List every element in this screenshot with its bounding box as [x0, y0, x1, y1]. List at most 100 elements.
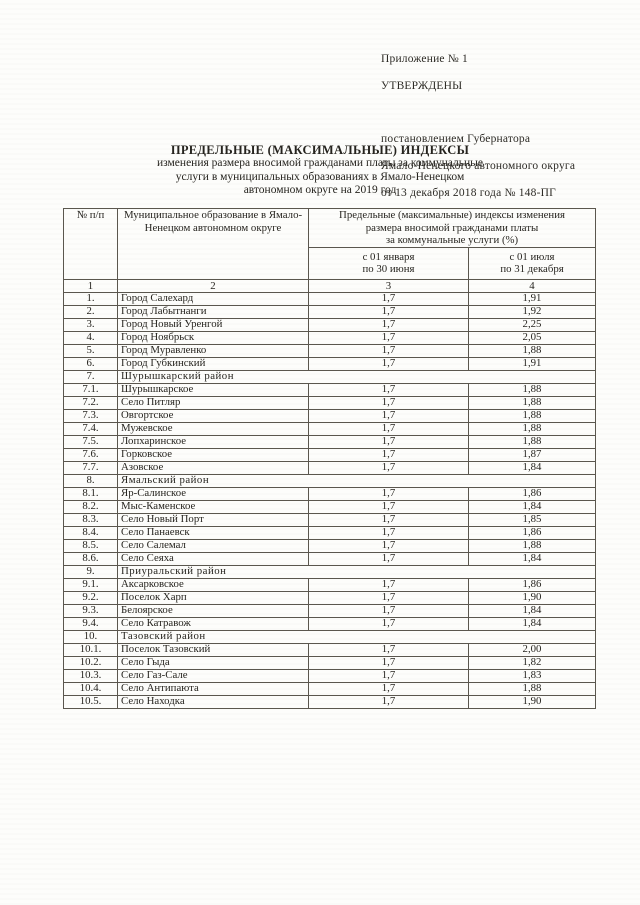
cell-val: 2,05 — [467, 330, 597, 345]
table-row: 4. Город Ноябрьск 1,7 2,05 — [63, 330, 597, 345]
cell-num: 1. — [63, 291, 118, 306]
cell-name: Город Ноябрьск — [117, 330, 309, 345]
cell-name: Город Губкинский — [117, 356, 309, 371]
table-body: 1. Город Салехард 1,7 1,91 2. Город Лабытнанг… — [63, 291, 597, 709]
cell-val: 1,85 — [467, 512, 597, 527]
cell-num: 10.4. — [63, 681, 118, 696]
header-row-main: № п/п Муниципальное образование в Ямало-… — [63, 208, 597, 280]
cell-val: 1,7 — [308, 408, 469, 423]
index-table: № п/п Муниципальное образование в Ямало-… — [63, 208, 597, 709]
table-row: 9.4. Село Катравож 1,7 1,84 — [63, 616, 597, 631]
cell-val: 1,7 — [308, 486, 469, 501]
table-row: 6. Город Губкинский 1,7 1,91 — [63, 356, 597, 371]
title-main: ПРЕДЕЛЬНЫЕ (МАКСИМАЛЬНЫЕ) ИНДЕКСЫ — [170, 143, 470, 157]
table-row: 7.1. Шурышкарское 1,7 1,88 — [63, 382, 597, 397]
cell-name: Овгортское — [117, 408, 309, 423]
cell-val: 1,88 — [467, 421, 597, 436]
cell-num: 7.7. — [63, 460, 118, 475]
header-cell-period-2: с 01 июля по 31 декабря — [467, 246, 597, 280]
cell-num: 8.1. — [63, 486, 118, 501]
cell-num: 7.1. — [63, 382, 118, 397]
table-row: 8.1. Яр-Салинское 1,7 1,86 — [63, 486, 597, 501]
table-row: 8.4. Село Панаевск 1,7 1,86 — [63, 525, 597, 540]
title-sub-3: автономном округе на 2019 год — [243, 184, 397, 196]
column-number-1: 1 — [63, 278, 118, 293]
section-row: 10. Тазовский район — [63, 629, 597, 644]
cell-num: 7.3. — [63, 408, 118, 423]
table-row: 8.3. Село Новый Порт 1,7 1,85 — [63, 512, 597, 527]
table-row: 7.6. Горковское 1,7 1,87 — [63, 447, 597, 462]
cell-name: Мыс-Каменское — [117, 499, 309, 514]
table-head: № п/п Муниципальное образование в Ямало-… — [63, 208, 597, 293]
cell-val: 1,84 — [467, 551, 597, 566]
cell-num: 10.3. — [63, 668, 118, 683]
cell-name: Тазовский район — [116, 629, 597, 644]
cell-name: Село Гыда — [117, 655, 309, 670]
cell-name: Город Салехард — [117, 291, 309, 306]
cell-val: 1,7 — [308, 668, 469, 683]
table-row: 3. Город Новый Уренгой 1,7 2,25 — [63, 317, 597, 332]
cell-val: 1,91 — [467, 356, 597, 371]
cell-name: Село Находка — [117, 694, 309, 709]
cell-num: 10. — [63, 629, 118, 644]
table-row: 7.3. Овгортское 1,7 1,88 — [63, 408, 597, 423]
cell-val: 1,7 — [308, 447, 469, 462]
cell-num: 8.3. — [63, 512, 118, 527]
cell-name: Село Антипаюта — [117, 681, 309, 696]
cell-num: 7. — [63, 369, 118, 384]
cell-val: 1,90 — [467, 694, 597, 709]
cell-val: 1,84 — [467, 603, 597, 618]
cell-num: 8.5. — [63, 538, 118, 553]
cell-val: 2,00 — [467, 642, 597, 657]
table-row: 1. Город Салехард 1,7 1,91 — [63, 291, 597, 306]
cell-num: 8.6. — [63, 551, 118, 566]
table-row: 7.4. Мужевское 1,7 1,88 — [63, 421, 597, 436]
cell-num: 9.3. — [63, 603, 118, 618]
approval-line-okrug: Ямало-Ненецкого автономного округа — [381, 160, 576, 172]
cell-name: Село Новый Порт — [117, 512, 309, 527]
cell-val: 1,84 — [467, 499, 597, 514]
cell-val: 1,7 — [308, 304, 469, 319]
cell-val: 1,7 — [308, 694, 469, 709]
table-row: 7.2. Село Питляр 1,7 1,88 — [63, 395, 597, 410]
table-row: 7.5. Лопхаринское 1,7 1,88 — [63, 434, 597, 449]
cell-name: Яр-Салинское — [117, 486, 309, 501]
table-row: 2. Город Лабытнанги 1,7 1,92 — [63, 304, 597, 319]
cell-val: 1,7 — [308, 330, 469, 345]
cell-name: Мужевское — [117, 421, 309, 436]
cell-name: Город Новый Уренгой — [117, 317, 309, 332]
cell-name: Белоярское — [117, 603, 309, 618]
cell-val: 1,88 — [467, 343, 597, 358]
cell-val: 1,7 — [308, 395, 469, 410]
cell-name: Приуральский район — [116, 564, 597, 579]
column-number-4: 4 — [467, 278, 597, 293]
table-row: 10.4. Село Антипаюта 1,7 1,88 — [63, 681, 597, 696]
cell-val: 1,88 — [467, 681, 597, 696]
cell-num: 8.4. — [63, 525, 118, 540]
cell-name: Азовское — [117, 460, 309, 475]
table-row: 7.7. Азовское 1,7 1,84 — [63, 460, 597, 475]
cell-val: 2,25 — [467, 317, 597, 332]
table-row: 9.3. Белоярское 1,7 1,84 — [63, 603, 597, 618]
section-row: 9. Приуральский район — [63, 564, 597, 579]
cell-val: 1,87 — [467, 447, 597, 462]
cell-num: 10.1. — [63, 642, 118, 657]
approval-line-resolution: постановлением Губернатора — [381, 133, 531, 145]
cell-val: 1,7 — [308, 603, 469, 618]
cell-val: 1,83 — [467, 668, 597, 683]
cell-name: Село Сеяха — [117, 551, 309, 566]
cell-val: 1,7 — [308, 460, 469, 475]
cell-num: 4. — [63, 330, 118, 345]
title-sub-1: изменения размера вносимой гражданами пл… — [157, 157, 483, 169]
cell-name: Город Муравленко — [117, 343, 309, 358]
cell-val: 1,86 — [467, 486, 597, 501]
cell-val: 1,88 — [467, 408, 597, 423]
cell-num: 9. — [63, 564, 118, 579]
cell-val: 1,7 — [308, 681, 469, 696]
cell-num: 10.2. — [63, 655, 118, 670]
cell-val: 1,82 — [467, 655, 597, 670]
cell-val: 1,7 — [308, 538, 469, 553]
cell-val: 1,88 — [467, 538, 597, 553]
cell-num: 8. — [63, 473, 118, 488]
